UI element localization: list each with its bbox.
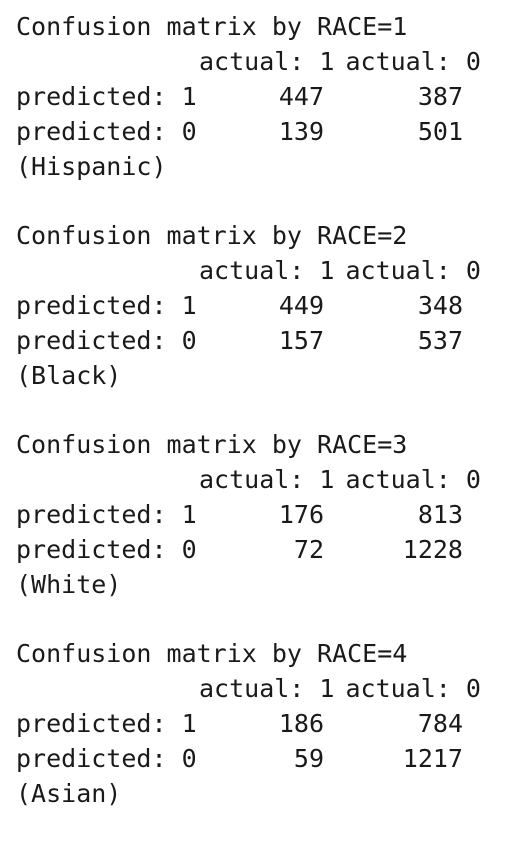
column-header-actual-1: actual: 1 bbox=[199, 47, 335, 76]
cell-value: 176 bbox=[278, 500, 324, 529]
output-text: Confusion matrix by RACE=1 actual: 1 act… bbox=[16, 9, 521, 845]
column-header-actual-1: actual: 1 bbox=[199, 465, 335, 494]
column-header-actual-0: actual: 0 bbox=[345, 256, 481, 285]
matrix-row-predicted-0: predicted: 0 157 537 bbox=[16, 323, 521, 358]
cell-value: 186 bbox=[278, 709, 324, 738]
cell-value: 537 bbox=[417, 326, 463, 355]
cell-value: 1217 bbox=[402, 744, 463, 773]
column-header-actual-0: actual: 0 bbox=[345, 674, 481, 703]
confusion-matrix-block-2: Confusion matrix by RACE=2 actual: 1 act… bbox=[16, 218, 521, 393]
column-header-actual-0: actual: 0 bbox=[345, 47, 481, 76]
cell-value: 784 bbox=[417, 709, 463, 738]
column-header-actual-1: actual: 1 bbox=[199, 256, 335, 285]
matrix-row-predicted-1: predicted: 1 176 813 bbox=[16, 497, 521, 532]
matrix-row-predicted-0: predicted: 0 139 501 bbox=[16, 114, 521, 149]
row-label: predicted: 1 bbox=[16, 291, 197, 320]
row-label: predicted: 1 bbox=[16, 500, 197, 529]
group-label: (Asian) bbox=[16, 779, 122, 808]
group-label: (Black) bbox=[16, 361, 122, 390]
row-label: predicted: 0 bbox=[16, 326, 197, 355]
column-headers: actual: 1 actual: 0 bbox=[16, 44, 521, 79]
matrix-title: Confusion matrix by RACE=1 bbox=[16, 12, 408, 41]
column-headers: actual: 1 actual: 0 bbox=[16, 253, 521, 288]
cell-value: 72 bbox=[293, 535, 324, 564]
row-label: predicted: 0 bbox=[16, 117, 197, 146]
row-label: predicted: 1 bbox=[16, 709, 197, 738]
matrix-row-predicted-1: predicted: 1 447 387 bbox=[16, 79, 521, 114]
row-label: predicted: 0 bbox=[16, 744, 197, 773]
cell-value: 813 bbox=[417, 500, 463, 529]
cell-value: 387 bbox=[417, 82, 463, 111]
matrix-row-predicted-0: predicted: 0 72 1228 bbox=[16, 532, 521, 567]
row-label: predicted: 1 bbox=[16, 82, 197, 111]
confusion-matrix-block-1: Confusion matrix by RACE=1 actual: 1 act… bbox=[16, 9, 521, 184]
group-label: (Hispanic) bbox=[16, 152, 167, 181]
cell-value: 501 bbox=[417, 117, 463, 146]
matrix-title: Confusion matrix by RACE=2 bbox=[16, 221, 408, 250]
column-header-actual-0: actual: 0 bbox=[345, 465, 481, 494]
confusion-matrix-block-4: Confusion matrix by RACE=4 actual: 1 act… bbox=[16, 636, 521, 811]
column-headers: actual: 1 actual: 0 bbox=[16, 671, 521, 706]
cell-value: 157 bbox=[278, 326, 324, 355]
cell-value: 1228 bbox=[402, 535, 463, 564]
cell-value: 139 bbox=[278, 117, 324, 146]
cell-value: 59 bbox=[293, 744, 324, 773]
cell-value: 348 bbox=[417, 291, 463, 320]
confusion-matrix-block-3: Confusion matrix by RACE=3 actual: 1 act… bbox=[16, 427, 521, 602]
group-label: (White) bbox=[16, 570, 122, 599]
matrix-row-predicted-0: predicted: 0 59 1217 bbox=[16, 741, 521, 776]
cell-value: 447 bbox=[278, 82, 324, 111]
matrix-title: Confusion matrix by RACE=3 bbox=[16, 430, 408, 459]
cell-value: 449 bbox=[278, 291, 324, 320]
matrix-title: Confusion matrix by RACE=4 bbox=[16, 639, 408, 668]
matrix-row-predicted-1: predicted: 1 186 784 bbox=[16, 706, 521, 741]
matrix-row-predicted-1: predicted: 1 449 348 bbox=[16, 288, 521, 323]
row-label: predicted: 0 bbox=[16, 535, 197, 564]
column-headers: actual: 1 actual: 0 bbox=[16, 462, 521, 497]
column-header-actual-1: actual: 1 bbox=[199, 674, 335, 703]
